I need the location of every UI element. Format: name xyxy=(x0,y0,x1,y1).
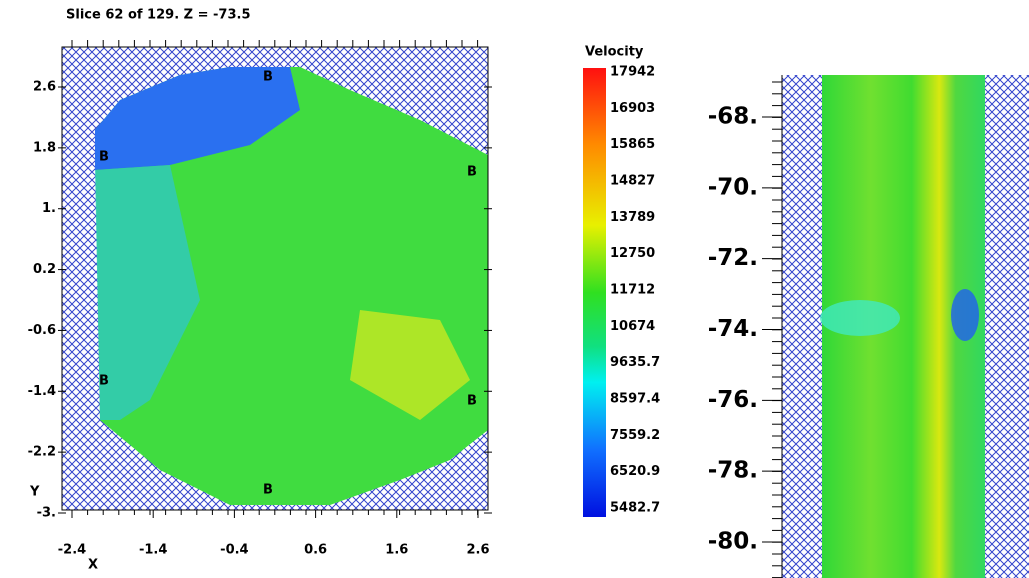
colorbar-label: 12750 xyxy=(610,246,655,261)
x-tick-label: 0.6 xyxy=(304,543,327,558)
boundary-marker: B xyxy=(99,150,109,165)
y-tick-label: 0.2 xyxy=(33,262,56,277)
boundary-marker: B xyxy=(263,70,273,85)
depth-tick-label: -70. xyxy=(708,174,758,200)
high-velocity-region xyxy=(350,310,470,420)
y-tick-label: -1.4 xyxy=(28,384,56,399)
colorbar-label: 14827 xyxy=(610,174,655,189)
depth-tick-label: -76. xyxy=(708,387,758,413)
boundary-marker: B xyxy=(467,394,477,409)
colorbar-label: 16903 xyxy=(610,101,655,116)
colorbar-label: 13789 xyxy=(610,210,655,225)
colorbar-label: 17942 xyxy=(610,65,655,80)
colorbar-label: 15865 xyxy=(610,137,655,152)
colorbar-label: 10674 xyxy=(610,319,655,334)
x-tick-label: -1.4 xyxy=(139,543,167,558)
boundary-marker: B xyxy=(263,483,273,498)
x-tick-label: 1.6 xyxy=(385,543,408,558)
x-tick-label: -0.4 xyxy=(220,543,248,558)
colorbar-label: 5482.7 xyxy=(610,501,660,516)
slice-title: Slice 62 of 129. Z = -73.5 xyxy=(66,8,251,23)
x-tick-label: 2.6 xyxy=(466,543,489,558)
depth-tick-label: -78. xyxy=(708,458,758,484)
y-tick-label: 1.8 xyxy=(33,140,56,155)
y-tick-label: -3. xyxy=(37,506,56,521)
boundary-marker: B xyxy=(99,374,109,389)
colorbar-label: 9635.7 xyxy=(610,355,660,370)
depth-tick-label: -72. xyxy=(708,245,758,271)
depth-tick-label: -74. xyxy=(708,316,758,342)
profile-anomaly xyxy=(820,300,900,336)
y-label: Y xyxy=(29,485,40,500)
x-tick-label: -2.4 xyxy=(58,543,86,558)
colorbar-label: 11712 xyxy=(610,283,655,298)
low-velocity-region xyxy=(95,67,300,170)
depth-tick-label: -68. xyxy=(708,104,758,130)
colorbar xyxy=(583,68,606,517)
depth-tick-label: -80. xyxy=(708,529,758,555)
x-label: X xyxy=(88,558,98,573)
colorbar-label: 6520.9 xyxy=(610,464,660,479)
mid-velocity-region xyxy=(95,165,200,420)
colorbar-title: Velocity xyxy=(585,45,644,60)
profile-anomaly xyxy=(951,289,979,341)
y-tick-label: -0.6 xyxy=(28,323,56,338)
y-tick-label: 1. xyxy=(42,201,56,216)
y-tick-label: 2.6 xyxy=(33,80,56,95)
colorbar-label: 8597.4 xyxy=(610,392,660,407)
colorbar-label: 7559.2 xyxy=(610,428,660,443)
y-tick-label: -2.2 xyxy=(28,445,56,460)
boundary-marker: B xyxy=(467,165,477,180)
